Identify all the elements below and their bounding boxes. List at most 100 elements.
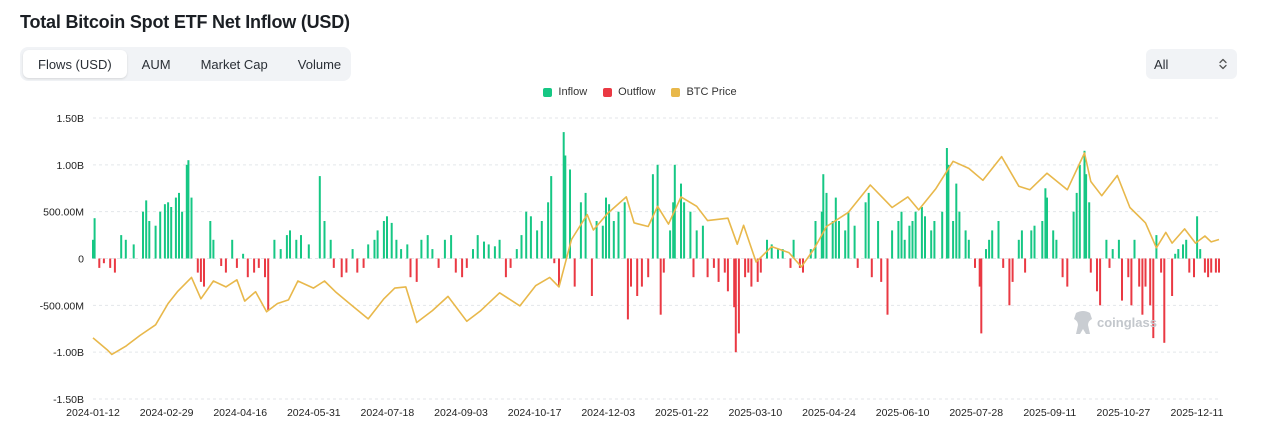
outflow-bar[interactable] <box>264 258 266 278</box>
legend-item-btc-price[interactable]: BTC Price <box>671 86 737 98</box>
inflow-bar[interactable] <box>770 244 773 259</box>
inflow-bar[interactable] <box>386 216 388 259</box>
inflow-bar[interactable] <box>964 230 967 259</box>
inflow-bar[interactable] <box>493 246 496 259</box>
inflow-bar[interactable] <box>945 148 948 259</box>
inflow-bar[interactable] <box>285 235 288 259</box>
outflow-bar[interactable] <box>1214 258 1217 273</box>
inflow-bar[interactable] <box>952 221 955 259</box>
outflow-bar[interactable] <box>224 258 227 273</box>
inflow-bar[interactable] <box>1020 230 1023 259</box>
outflow-bar[interactable] <box>744 258 747 278</box>
outflow-bar[interactable] <box>1138 258 1141 287</box>
inflow-bar[interactable] <box>476 235 479 259</box>
inflow-bar[interactable] <box>584 192 587 259</box>
inflow-bar[interactable] <box>947 164 950 259</box>
inflow-bar[interactable] <box>242 253 245 259</box>
outflow-bar[interactable] <box>409 258 412 278</box>
outflow-bar[interactable] <box>590 258 593 297</box>
inflow-bar[interactable] <box>1078 164 1081 259</box>
outflow-bar[interactable] <box>630 258 632 287</box>
inflow-bar[interactable] <box>1055 239 1058 259</box>
legend-item-inflow[interactable]: Inflow <box>543 86 587 98</box>
outflow-bar[interactable] <box>1130 258 1133 306</box>
inflow-bar[interactable] <box>124 239 127 259</box>
outflow-bar[interactable] <box>974 258 976 268</box>
inflow-bar[interactable] <box>132 244 135 259</box>
outflow-bar[interactable] <box>558 258 560 287</box>
inflow-bar[interactable] <box>1046 197 1048 259</box>
outflow-bar[interactable] <box>723 258 726 273</box>
inflow-bar[interactable] <box>701 225 704 259</box>
inflow-bar[interactable] <box>689 211 692 259</box>
inflow-bar[interactable] <box>822 174 825 259</box>
outflow-bar[interactable] <box>789 258 792 268</box>
inflow-bar[interactable] <box>323 221 326 259</box>
outflow-bar[interactable] <box>461 258 464 278</box>
outflow-bar[interactable] <box>1152 258 1155 339</box>
inflow-bar[interactable] <box>390 222 393 259</box>
inflow-bar[interactable] <box>1196 216 1199 259</box>
inflow-bar[interactable] <box>300 235 302 259</box>
inflow-bar[interactable] <box>483 241 485 259</box>
outflow-bar[interactable] <box>1193 258 1195 278</box>
outflow-bar[interactable] <box>1171 258 1174 297</box>
inflow-bar[interactable] <box>1088 202 1091 259</box>
inflow-bar[interactable] <box>562 132 565 259</box>
inflow-bar[interactable] <box>920 207 923 259</box>
inflow-bar[interactable] <box>367 244 370 259</box>
outflow-bar[interactable] <box>257 258 260 268</box>
inflow-bar[interactable] <box>1044 188 1047 259</box>
outflow-bar[interactable] <box>1163 258 1166 343</box>
outflow-bar[interactable] <box>362 258 365 268</box>
outflow-bar[interactable] <box>235 258 238 268</box>
inflow-bar[interactable] <box>373 239 376 259</box>
outflow-bar[interactable] <box>199 258 202 282</box>
inflow-bar[interactable] <box>1083 150 1086 259</box>
inflow-bar[interactable] <box>93 218 96 259</box>
inflow-bar[interactable] <box>897 221 900 259</box>
inflow-bar[interactable] <box>608 204 611 259</box>
inflow-bar[interactable] <box>178 192 180 259</box>
inflow-bar[interactable] <box>1017 239 1020 259</box>
outflow-bar[interactable] <box>759 258 762 273</box>
outflow-bar[interactable] <box>345 258 348 273</box>
outflow-bar[interactable] <box>1218 258 1220 273</box>
outflow-bar[interactable] <box>454 258 457 273</box>
inflow-bar[interactable] <box>766 239 768 259</box>
range-select[interactable]: All <box>1146 49 1237 79</box>
outflow-bar[interactable] <box>750 258 753 287</box>
inflow-bar[interactable] <box>1052 230 1055 259</box>
outflow-bar[interactable] <box>1203 258 1206 273</box>
outflow-bar[interactable] <box>733 258 736 308</box>
inflow-bar[interactable] <box>1174 253 1177 259</box>
inflow-bar[interactable] <box>656 164 659 259</box>
inflow-bar[interactable] <box>792 239 795 259</box>
inflow-bar[interactable] <box>958 211 961 259</box>
inflow-bar[interactable] <box>190 197 193 259</box>
outflow-bar[interactable] <box>1096 258 1098 292</box>
inflow-bar[interactable] <box>154 225 157 259</box>
inflow-bar[interactable] <box>579 202 582 259</box>
outflow-bar[interactable] <box>1127 258 1130 278</box>
inflow-bar[interactable] <box>900 211 903 259</box>
outflow-bar[interactable] <box>692 258 695 278</box>
outflow-bar[interactable] <box>1061 258 1064 278</box>
outflow-bar[interactable] <box>880 258 883 282</box>
outflow-bar[interactable] <box>747 258 750 273</box>
outflow-bar[interactable] <box>1002 258 1005 268</box>
inflow-bar[interactable] <box>991 230 994 259</box>
outflow-bar[interactable] <box>1207 258 1210 278</box>
outflow-bar[interactable] <box>1024 258 1027 273</box>
inflow-bar[interactable] <box>529 216 532 259</box>
inflow-bar[interactable] <box>680 183 682 259</box>
outflow-bar[interactable] <box>647 258 650 278</box>
inflow-bar[interactable] <box>601 225 604 259</box>
outflow-bar[interactable] <box>509 258 512 268</box>
outflow-bar[interactable] <box>196 258 199 273</box>
outflow-bar[interactable] <box>113 258 116 273</box>
outflow-bar[interactable] <box>1188 258 1191 273</box>
outflow-bar[interactable] <box>246 258 249 278</box>
outflow-bar[interactable] <box>1108 258 1111 268</box>
inflow-bar[interactable] <box>1075 192 1078 259</box>
